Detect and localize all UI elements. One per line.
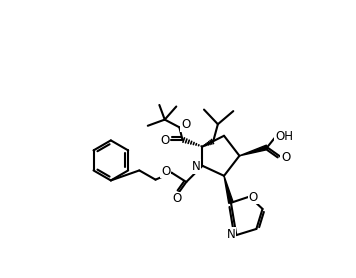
Text: O: O [161, 165, 170, 178]
Text: OH: OH [275, 130, 293, 143]
Text: N: N [192, 160, 201, 173]
Text: O: O [160, 134, 169, 147]
Text: O: O [172, 192, 182, 205]
Text: O: O [248, 191, 258, 204]
Text: N: N [226, 228, 235, 241]
Polygon shape [224, 176, 233, 203]
Text: O: O [181, 118, 190, 131]
Polygon shape [240, 145, 268, 156]
Text: O: O [281, 151, 290, 164]
